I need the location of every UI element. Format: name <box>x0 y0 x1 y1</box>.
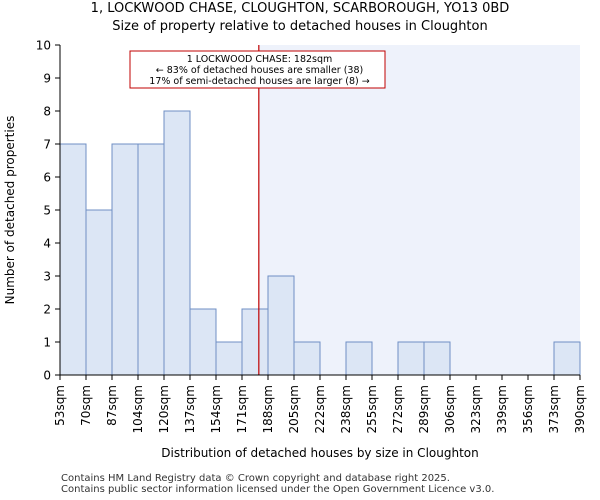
y-tick-label: 0 <box>43 369 51 383</box>
histogram-bar <box>111 143 139 376</box>
y-tick-label: 7 <box>43 138 51 152</box>
y-tick-label: 10 <box>36 39 51 53</box>
x-tick-label: 120sqm <box>157 385 171 433</box>
footer-copyright: Contains HM Land Registry data © Crown c… <box>61 473 450 484</box>
x-tick-label: 137sqm <box>183 385 197 433</box>
histogram-bar <box>163 110 191 376</box>
y-tick-label: 9 <box>43 72 51 86</box>
y-tick-label: 6 <box>43 171 51 185</box>
histogram-bar <box>137 143 165 376</box>
y-tick-label: 4 <box>43 237 51 251</box>
histogram-bar <box>189 308 217 376</box>
x-tick-label: 339sqm <box>495 385 509 433</box>
y-tick-label: 3 <box>43 270 51 284</box>
histogram-bar <box>267 275 295 376</box>
annotation-box: 1 LOCKWOOD CHASE: 182sqm ← 83% of detach… <box>129 50 386 89</box>
histogram-bar <box>397 341 425 376</box>
chart-title-address: 1, LOCKWOOD CHASE, CLOUGHTON, SCARBOROUG… <box>90 1 510 16</box>
annotation-line-3: 17% of semi-detached houses are larger (… <box>149 76 369 87</box>
x-tick-label: 356sqm <box>521 385 535 433</box>
histogram-bar <box>85 209 113 376</box>
x-tick-label: 306sqm <box>443 385 457 433</box>
histogram-bar <box>59 143 87 376</box>
y-tick-label: 1 <box>43 336 51 350</box>
x-tick-label: 70sqm <box>79 385 93 426</box>
x-axis-ticks: 53sqm 70sqm 87sqm 104sqm 120sqm 137sqm 154sqm 1… <box>53 375 587 433</box>
y-axis-label: Number of detached properties <box>3 116 17 305</box>
x-tick-label: 53sqm <box>53 385 67 426</box>
histogram-bar <box>215 341 243 376</box>
x-tick-label: 222sqm <box>313 385 327 433</box>
histogram-bar <box>423 341 451 376</box>
histogram-bar <box>241 308 269 376</box>
larger-region-highlight <box>258 45 580 375</box>
y-tick-label: 8 <box>43 105 51 119</box>
x-tick-label: 171sqm <box>235 385 249 433</box>
x-tick-label: 323sqm <box>469 385 483 433</box>
x-tick-label: 238sqm <box>339 385 353 433</box>
y-tick-label: 5 <box>43 204 51 218</box>
annotation-line-1: 1 LOCKWOOD CHASE: 182sqm <box>187 54 333 65</box>
histogram-bar <box>293 341 321 376</box>
annotation-border <box>129 50 386 89</box>
annotation-line-2: ← 83% of detached houses are smaller (38… <box>156 65 363 76</box>
x-tick-label: 87sqm <box>105 385 119 426</box>
chart-title: Size of property relative to detached ho… <box>112 19 488 34</box>
x-tick-label: 373sqm <box>547 385 561 433</box>
x-tick-label: 272sqm <box>391 385 405 433</box>
x-tick-label: 188sqm <box>261 385 275 433</box>
x-tick-label: 104sqm <box>131 385 145 433</box>
footer-licence: Contains public sector information licen… <box>61 484 495 495</box>
x-axis-label: Distribution of detached houses by size … <box>161 446 478 460</box>
x-tick-label: 289sqm <box>417 385 431 433</box>
x-tick-label: 154sqm <box>209 385 223 433</box>
histogram-bar <box>553 341 581 376</box>
y-axis-ticks: 0 1 2 3 4 5 6 7 8 9 10 <box>36 39 60 383</box>
histogram-bar <box>345 341 373 376</box>
y-tick-label: 2 <box>43 303 51 317</box>
x-tick-label: 205sqm <box>287 385 301 433</box>
x-tick-label: 255sqm <box>365 385 379 433</box>
x-tick-label: 390sqm <box>573 385 587 433</box>
